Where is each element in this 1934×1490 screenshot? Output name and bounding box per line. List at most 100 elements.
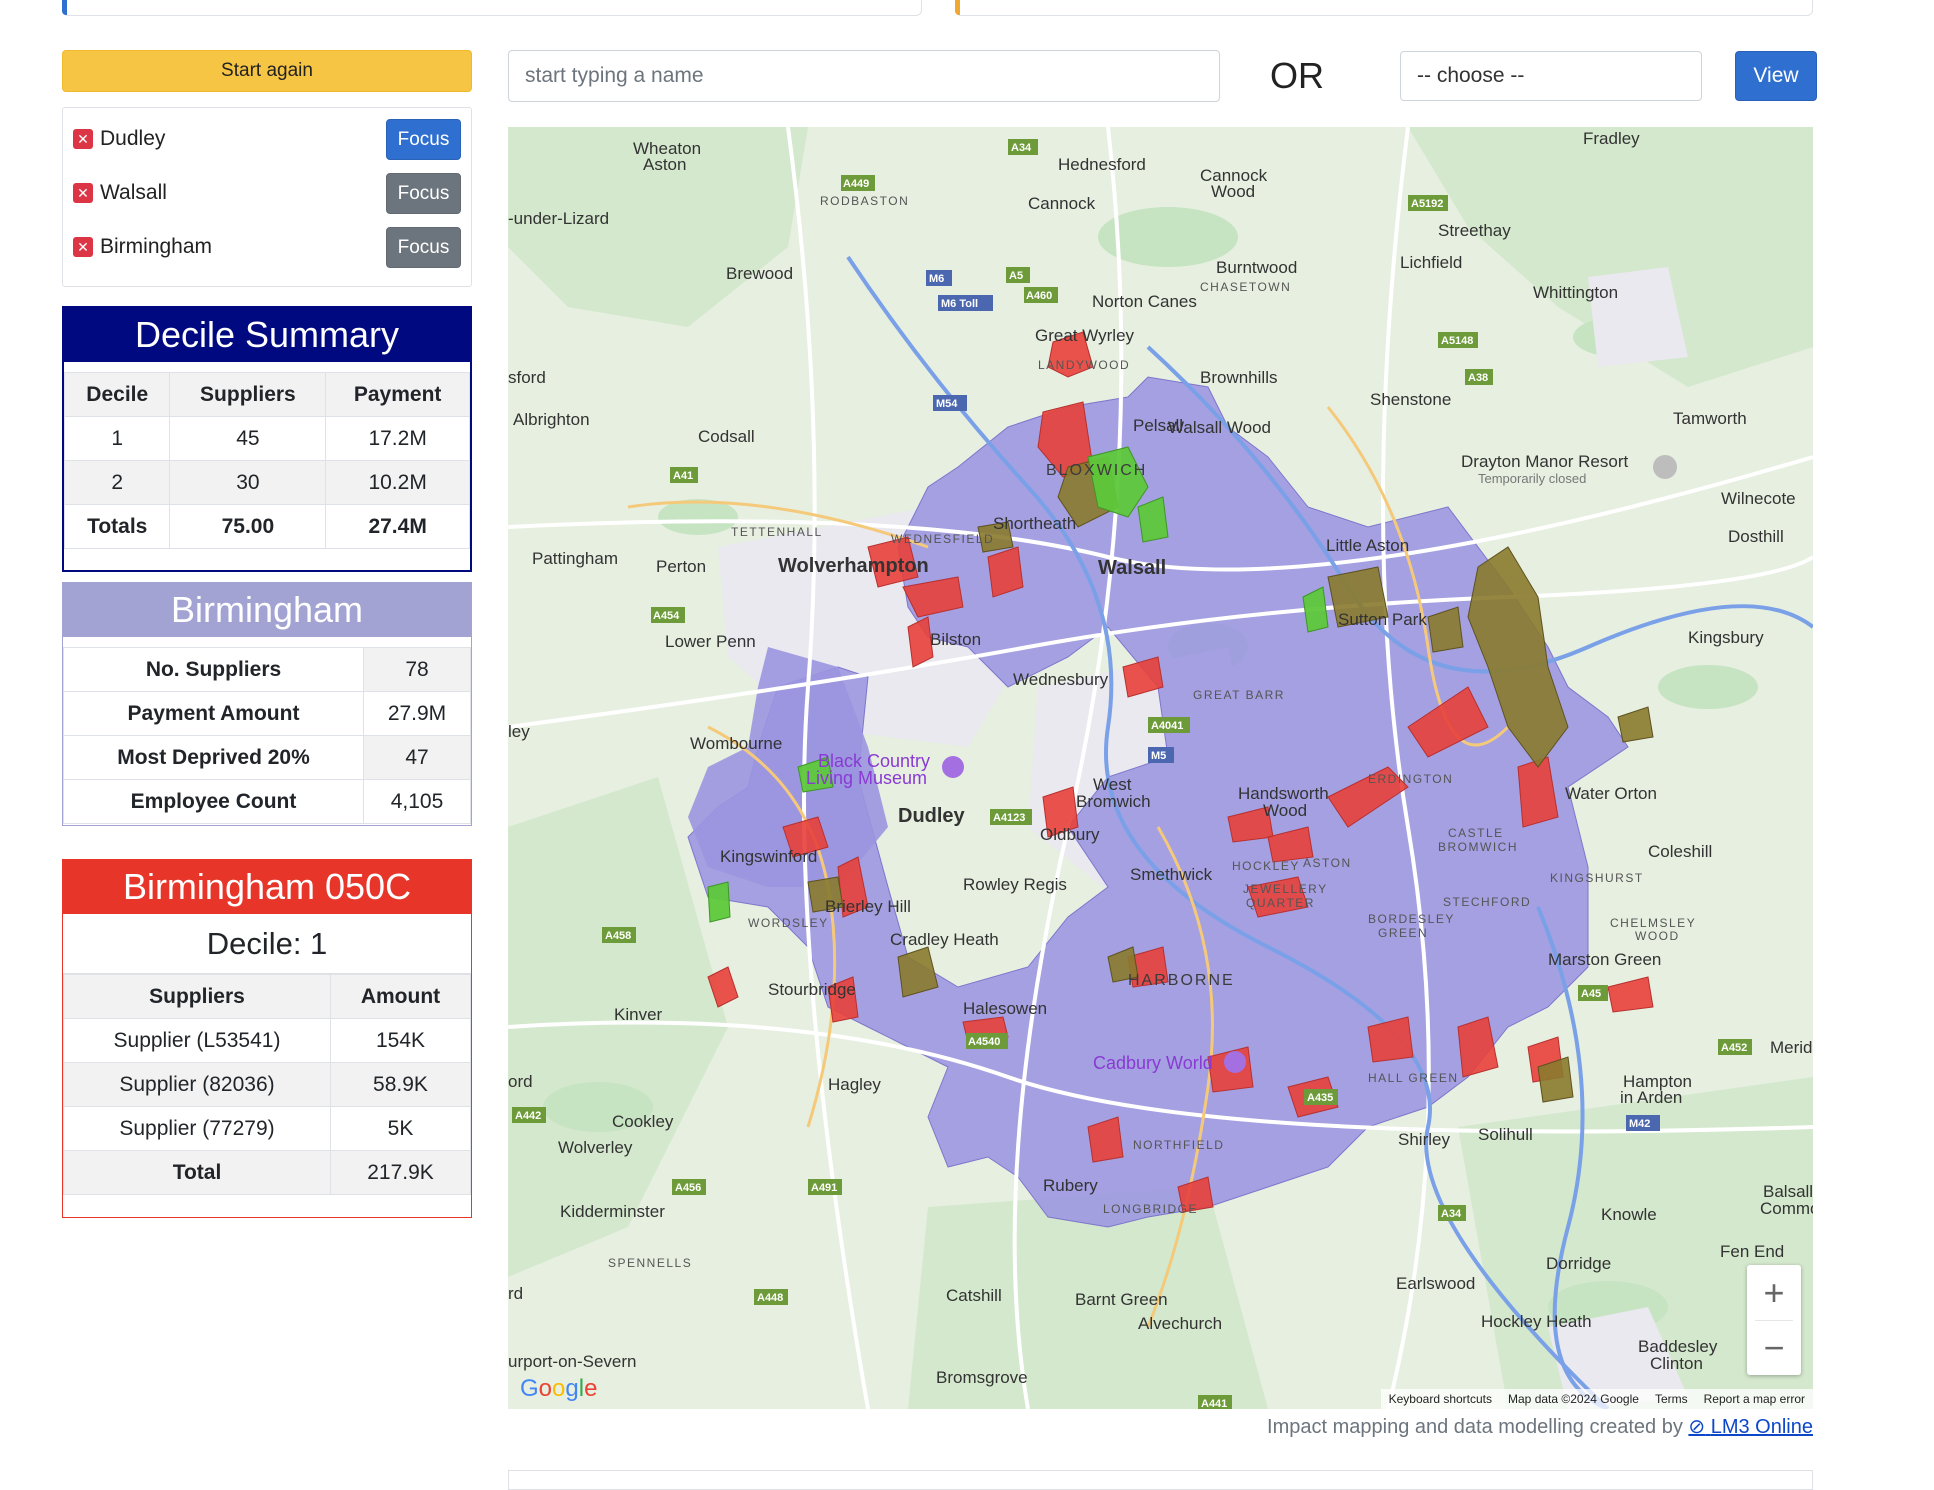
museum-icon[interactable]: [942, 756, 964, 778]
svg-text:Water Orton: Water Orton: [1565, 784, 1657, 803]
decile-summary-panel: Decile Summary Decile Suppliers Payment …: [62, 306, 472, 572]
svg-text:Hockley Heath: Hockley Heath: [1481, 1312, 1592, 1331]
column-header: Decile: [63, 372, 171, 417]
cadbury-icon[interactable]: [1224, 1051, 1246, 1073]
svg-text:Dudley: Dudley: [898, 805, 966, 827]
area-select[interactable]: -- choose --: [1400, 51, 1702, 101]
start-again-button[interactable]: Start again: [62, 50, 472, 92]
lsoa-panel: Birmingham 050C Decile: 1 Suppliers Amou…: [62, 859, 472, 1218]
svg-text:urport-on-Severn: urport-on-Severn: [508, 1352, 637, 1371]
svg-text:Pattingham: Pattingham: [532, 549, 618, 568]
remove-area-icon[interactable]: ✕: [73, 129, 93, 149]
svg-text:Baddesley: Baddesley: [1638, 1337, 1718, 1356]
zoom-in-button[interactable]: +: [1763, 1271, 1785, 1313]
svg-text:Brewood: Brewood: [726, 264, 793, 283]
svg-text:A435: A435: [1307, 1092, 1333, 1104]
column-header: Payment: [325, 372, 470, 417]
closed-poi-icon[interactable]: [1653, 455, 1677, 479]
map[interactable]: A34 A449 M6 M6 Toll A5 A460 A5192 A5148 …: [508, 127, 1813, 1409]
svg-text:TETTENHALL: TETTENHALL: [731, 525, 823, 539]
svg-text:West: West: [1093, 775, 1132, 794]
svg-text:JEWELLERY: JEWELLERY: [1243, 882, 1328, 896]
row-label: Employee Count: [63, 779, 364, 824]
svg-text:BLOXWICH: BLOXWICH: [1046, 462, 1147, 479]
report-error-link[interactable]: Report a map error: [1703, 1392, 1805, 1406]
table-row: Supplier (L53541) 154K: [63, 1018, 471, 1063]
decile-2-areas[interactable]: [807, 456, 1654, 1103]
table-cell: 17.2M: [325, 416, 470, 461]
row-label: Most Deprived 20%: [63, 735, 364, 780]
focus-button-walsall[interactable]: Focus: [386, 173, 461, 214]
svg-text:Perton: Perton: [656, 557, 706, 576]
search-input[interactable]: [508, 50, 1220, 102]
svg-text:KINGSHURST: KINGSHURST: [1550, 871, 1644, 885]
table-row: No. Suppliers 78: [63, 647, 471, 692]
dudley-region[interactable]: [688, 647, 888, 887]
svg-text:-under-Lizard: -under-Lizard: [508, 209, 609, 228]
svg-text:M5: M5: [1151, 750, 1166, 762]
table-cell: 1: [63, 416, 171, 461]
svg-text:Tamworth: Tamworth: [1673, 409, 1747, 428]
svg-text:Bromsgrove: Bromsgrove: [936, 1368, 1028, 1387]
svg-text:BROMWICH: BROMWICH: [1438, 840, 1518, 854]
svg-text:Commo: Commo: [1760, 1199, 1813, 1218]
row-label: No. Suppliers: [63, 647, 364, 692]
decile-1-areas[interactable]: [707, 331, 1654, 1213]
svg-text:Albrighton: Albrighton: [513, 410, 590, 429]
svg-text:A449: A449: [843, 178, 869, 190]
svg-text:A5: A5: [1009, 270, 1023, 282]
svg-text:Norton Canes: Norton Canes: [1092, 292, 1197, 311]
svg-text:Codsall: Codsall: [698, 427, 755, 446]
svg-text:Wolverhampton: Wolverhampton: [778, 555, 929, 577]
road-shields: A34 A449 M6 M6 Toll A5 A460 A5192 A5148 …: [512, 139, 1752, 1409]
svg-text:Great Wyrley: Great Wyrley: [1035, 326, 1135, 345]
svg-text:M42: M42: [1629, 1118, 1650, 1130]
svg-text:RODBASTON: RODBASTON: [820, 194, 909, 208]
svg-text:Fradley: Fradley: [1583, 129, 1640, 148]
lm3-link[interactable]: ⊘ LM3 Online: [1688, 1416, 1813, 1438]
table-cell: 75.00: [169, 504, 327, 549]
table-cell: 58.9K: [330, 1062, 471, 1107]
area-name: Walsall: [100, 181, 167, 204]
remove-area-icon[interactable]: ✕: [73, 183, 93, 203]
svg-text:QUARTER: QUARTER: [1246, 896, 1315, 910]
svg-text:Temporarily closed: Temporarily closed: [1478, 471, 1586, 486]
column-header: Suppliers: [169, 372, 327, 417]
svg-text:Black Country: Black Country: [818, 751, 930, 771]
top-card-left: [62, 0, 922, 16]
lm3-link-label[interactable]: LM3 Online: [1710, 1416, 1813, 1438]
svg-text:HOCKLEY: HOCKLEY: [1232, 859, 1300, 873]
remove-area-icon[interactable]: ✕: [73, 237, 93, 257]
area-item-birmingham: ✕ Birmingham Focus: [73, 226, 461, 268]
svg-text:Oldbury: Oldbury: [1040, 825, 1100, 844]
column-header: Amount: [330, 974, 471, 1019]
focus-button-dudley[interactable]: Focus: [386, 119, 461, 160]
svg-text:HALL GREEN: HALL GREEN: [1368, 1071, 1459, 1085]
svg-text:A41: A41: [673, 470, 693, 482]
table-cell: Supplier (82036): [63, 1062, 331, 1107]
selected-areas-list: ✕ Dudley Focus ✕ Walsall Focus ✕ Birming…: [62, 107, 472, 287]
svg-text:Wood: Wood: [1211, 182, 1255, 201]
table-row: Most Deprived 20% 47: [63, 735, 471, 780]
area-name: Birmingham: [100, 235, 213, 258]
row-value: 78: [363, 647, 471, 692]
svg-text:A454: A454: [653, 610, 680, 622]
svg-text:WORDSLEY: WORDSLEY: [748, 916, 829, 930]
svg-text:Meride: Meride: [1770, 1038, 1813, 1057]
credit-line: Impact mapping and data modelling create…: [1267, 1414, 1813, 1439]
svg-text:Bilston: Bilston: [930, 630, 981, 649]
svg-text:Sutton Park: Sutton Park: [1338, 610, 1427, 629]
svg-text:Rowley Regis: Rowley Regis: [963, 875, 1067, 894]
svg-text:A458: A458: [605, 930, 631, 942]
area-name: Dudley: [100, 127, 166, 150]
decile-green-areas[interactable]: [707, 446, 1329, 923]
focus-button-birmingham[interactable]: Focus: [386, 227, 461, 268]
table-cell: Supplier (77279): [63, 1106, 331, 1151]
keyboard-shortcuts-link[interactable]: Keyboard shortcuts: [1388, 1392, 1493, 1406]
terms-link[interactable]: Terms: [1654, 1392, 1688, 1406]
map-canvas[interactable]: A34 A449 M6 M6 Toll A5 A460 A5192 A5148 …: [508, 127, 1813, 1409]
view-button[interactable]: View: [1735, 51, 1817, 101]
svg-text:M6 Toll: M6 Toll: [941, 298, 978, 310]
svg-text:Stourbridge: Stourbridge: [768, 980, 856, 999]
zoom-out-button[interactable]: −: [1763, 1326, 1785, 1368]
